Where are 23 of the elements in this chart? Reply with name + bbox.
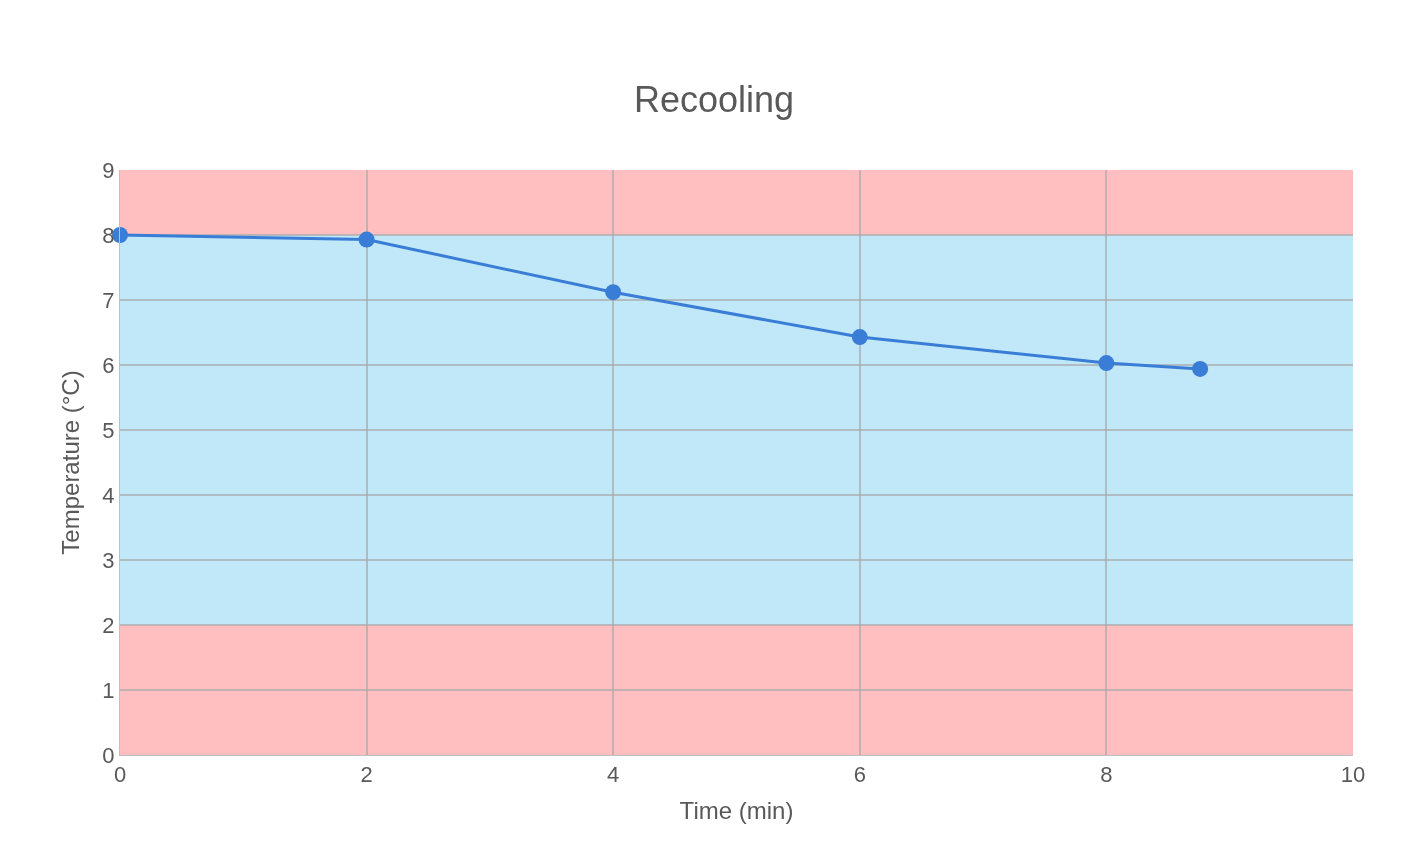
y-tick-label: 9 bbox=[102, 157, 115, 183]
y-tick-label: 0 bbox=[102, 742, 115, 768]
y-tick-label: 3 bbox=[102, 547, 115, 573]
y-tick-label: 8 bbox=[102, 222, 115, 248]
point bbox=[1098, 355, 1115, 372]
point bbox=[851, 329, 868, 346]
y-axis-title: Temperature (°C) bbox=[57, 370, 85, 555]
x-tick-label: 10 bbox=[1340, 762, 1366, 788]
y-tick-label: 7 bbox=[102, 287, 115, 313]
y-tick-label: 6 bbox=[102, 352, 115, 378]
x-tick-label: 4 bbox=[607, 762, 620, 788]
point bbox=[1192, 360, 1209, 377]
point bbox=[605, 284, 622, 301]
x-tick-label: 2 bbox=[360, 762, 373, 788]
y-tick-label: 2 bbox=[102, 612, 115, 638]
x-tick-label: 8 bbox=[1100, 762, 1113, 788]
x-tick-label: 6 bbox=[853, 762, 866, 788]
x-axis-title: Time (min) bbox=[679, 796, 794, 824]
y-tick-label: 5 bbox=[102, 417, 115, 443]
y-tick-label: 4 bbox=[102, 482, 115, 508]
point bbox=[358, 231, 375, 248]
y-tick-label: 1 bbox=[102, 677, 115, 703]
chart-title: Recooling bbox=[633, 78, 795, 120]
